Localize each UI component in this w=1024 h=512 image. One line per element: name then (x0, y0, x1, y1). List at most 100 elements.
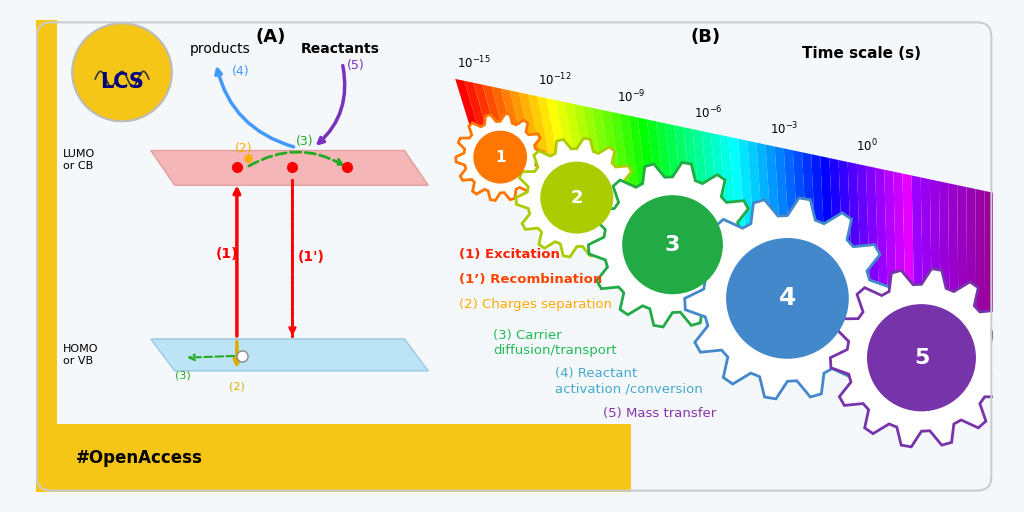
Text: (5): (5) (347, 59, 365, 73)
Polygon shape (711, 133, 728, 235)
Polygon shape (948, 183, 958, 328)
Polygon shape (573, 104, 596, 182)
Polygon shape (967, 187, 976, 335)
Polygon shape (610, 112, 631, 196)
Text: HOMO
or VB: HOMO or VB (62, 344, 98, 366)
Text: (B): (B) (691, 29, 721, 47)
Polygon shape (829, 158, 844, 281)
Text: #OpenAccess: #OpenAccess (76, 449, 203, 466)
Polygon shape (638, 118, 657, 206)
Polygon shape (589, 162, 757, 327)
Text: 4: 4 (778, 286, 796, 310)
Polygon shape (592, 108, 613, 189)
Polygon shape (519, 92, 543, 160)
Polygon shape (930, 179, 941, 321)
Text: (2): (2) (229, 382, 245, 392)
Text: Reactants: Reactants (301, 42, 380, 56)
Polygon shape (456, 79, 480, 135)
Polygon shape (692, 129, 711, 228)
Polygon shape (839, 160, 852, 285)
Polygon shape (939, 181, 949, 324)
Text: $10^{-3}$: $10^{-3}$ (770, 121, 799, 137)
Polygon shape (666, 123, 684, 217)
Polygon shape (464, 81, 489, 139)
Polygon shape (902, 174, 914, 310)
Polygon shape (757, 143, 772, 253)
Circle shape (474, 131, 526, 183)
Bar (36, 20, 57, 492)
Circle shape (73, 24, 172, 121)
Polygon shape (720, 135, 737, 239)
Polygon shape (911, 176, 924, 313)
Bar (57, 424, 632, 492)
Polygon shape (528, 94, 551, 164)
Text: (2): (2) (234, 142, 253, 155)
Polygon shape (793, 151, 808, 267)
Text: (3) Carrier
diffusion/transport: (3) Carrier diffusion/transport (494, 330, 617, 357)
Polygon shape (783, 148, 799, 264)
Polygon shape (656, 121, 675, 214)
Polygon shape (820, 156, 835, 278)
Circle shape (541, 162, 612, 233)
Polygon shape (876, 168, 888, 299)
Text: products: products (189, 42, 250, 56)
Circle shape (867, 305, 975, 411)
Polygon shape (482, 84, 507, 146)
Polygon shape (547, 98, 569, 171)
Text: (3): (3) (296, 135, 314, 148)
Text: 1: 1 (495, 150, 506, 164)
Polygon shape (538, 96, 560, 167)
Polygon shape (492, 87, 516, 150)
Text: (4) Reactant
activation /conversion: (4) Reactant activation /conversion (555, 367, 702, 395)
Polygon shape (866, 166, 879, 295)
Text: 2: 2 (570, 188, 583, 206)
Polygon shape (510, 91, 534, 157)
Text: (2) Charges separation: (2) Charges separation (459, 298, 612, 311)
Circle shape (623, 196, 722, 293)
Text: Time scale (s): Time scale (s) (802, 46, 921, 61)
Polygon shape (701, 131, 720, 231)
Polygon shape (583, 106, 604, 185)
Polygon shape (766, 144, 781, 257)
Text: $10^{0}$: $10^{0}$ (856, 138, 878, 155)
Polygon shape (629, 116, 648, 203)
Text: (1): (1) (216, 247, 239, 261)
Polygon shape (893, 172, 905, 306)
Polygon shape (685, 198, 890, 399)
Polygon shape (985, 191, 994, 342)
Polygon shape (848, 162, 861, 288)
Text: $10^{-9}$: $10^{-9}$ (617, 88, 646, 105)
Polygon shape (674, 125, 693, 221)
Text: (1'): (1') (298, 250, 325, 264)
Polygon shape (151, 151, 428, 185)
Polygon shape (456, 114, 545, 201)
Text: (5) Mass transfer: (5) Mass transfer (603, 407, 716, 420)
Text: $10^{-6}$: $10^{-6}$ (693, 104, 722, 121)
Polygon shape (802, 152, 817, 271)
Text: (1) Excitation: (1) Excitation (459, 248, 560, 262)
Polygon shape (683, 127, 701, 224)
Text: (A): (A) (255, 29, 286, 47)
Text: (3): (3) (175, 371, 190, 380)
Polygon shape (516, 138, 638, 257)
Polygon shape (738, 139, 755, 246)
Polygon shape (993, 193, 1002, 346)
Polygon shape (620, 114, 640, 199)
Text: (4): (4) (232, 65, 250, 78)
Polygon shape (473, 83, 498, 142)
Polygon shape (976, 189, 985, 338)
Text: LUMO
or CB: LUMO or CB (62, 149, 95, 170)
Polygon shape (151, 339, 428, 371)
Polygon shape (647, 119, 667, 210)
Polygon shape (857, 164, 870, 292)
Polygon shape (884, 169, 897, 303)
Polygon shape (921, 177, 932, 317)
Text: 3: 3 (665, 234, 680, 254)
Circle shape (727, 239, 848, 358)
Polygon shape (957, 185, 968, 331)
Text: (1’) Recombination: (1’) Recombination (459, 273, 602, 286)
Polygon shape (830, 269, 1013, 447)
Text: LCS: LCS (100, 72, 144, 92)
Text: $10^{-12}$: $10^{-12}$ (538, 72, 571, 89)
Polygon shape (811, 154, 825, 274)
